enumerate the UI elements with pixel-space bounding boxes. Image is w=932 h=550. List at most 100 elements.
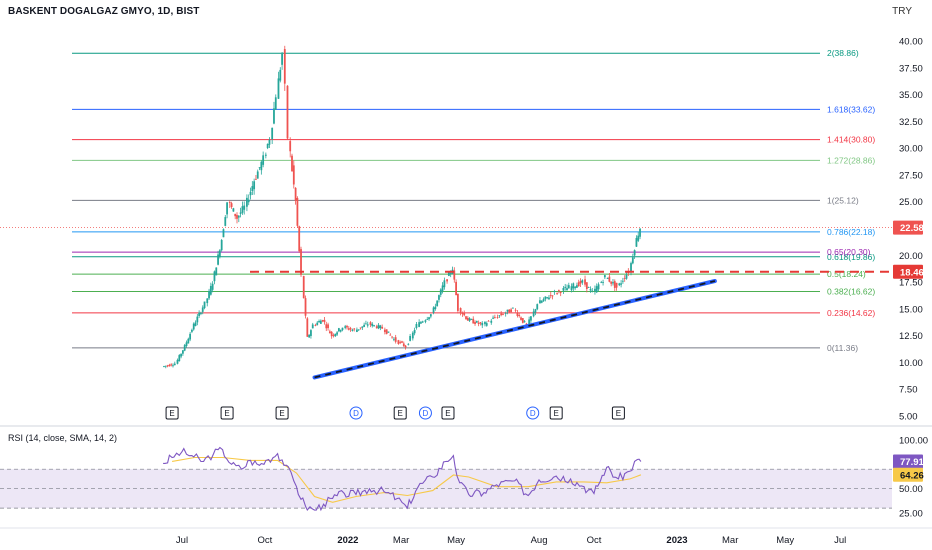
candle-body [397, 340, 400, 344]
candle-body [222, 229, 225, 238]
candle-body [271, 127, 274, 140]
candle-body [447, 272, 450, 276]
candle-body [381, 326, 384, 329]
candle-body [402, 343, 405, 347]
candle-body [551, 295, 554, 297]
candle-body [192, 323, 195, 330]
candle-body [332, 335, 335, 337]
candle-body [631, 257, 634, 264]
candle-body [562, 288, 565, 291]
candle-body [496, 317, 499, 318]
candle-body [603, 275, 606, 278]
candle-body [218, 250, 221, 257]
candle-body [577, 282, 580, 287]
candle-body [310, 330, 312, 336]
candle-body [194, 322, 197, 326]
candle-body [549, 295, 552, 296]
candle-body [542, 299, 545, 302]
candle-body [365, 323, 367, 325]
candle-body [520, 317, 522, 320]
price-tick-label: 10.00 [899, 358, 923, 369]
candle-body [224, 217, 227, 226]
currency-label: TRY [892, 6, 912, 17]
candle-body [166, 365, 169, 367]
candle-body [468, 318, 471, 321]
candle-body [306, 318, 309, 337]
price-tick-label: 5.00 [899, 412, 918, 423]
candle-body [173, 363, 176, 366]
candle-body [576, 285, 578, 288]
fib-level-label: 0.382(16.62) [827, 287, 875, 297]
candle-body [286, 85, 289, 139]
candle-body [455, 281, 457, 296]
candle-body [428, 317, 430, 320]
fib-level-label: 0.65(20.30) [827, 247, 871, 257]
candle-body [203, 301, 206, 309]
candle-body [399, 342, 402, 343]
candle-body [530, 316, 532, 321]
candle-body [182, 350, 184, 354]
candle-body [353, 328, 356, 330]
candle-body [230, 203, 233, 208]
last-price-label: 22.58 [900, 223, 924, 234]
candle-body [615, 282, 618, 288]
rsi-tick-label: 25.00 [899, 509, 923, 520]
candle-body [510, 309, 512, 312]
candle-body [516, 312, 519, 316]
candle-body [556, 293, 558, 294]
candle-body [344, 326, 347, 328]
dividend-marker-label: D [423, 409, 429, 418]
candle-body [625, 274, 628, 279]
candle-body [178, 355, 181, 362]
candle-body [198, 312, 201, 316]
candle-body [391, 336, 393, 338]
candle-body [379, 325, 382, 329]
candle-body [424, 320, 427, 322]
candle-body [208, 290, 210, 299]
candle-body [525, 323, 528, 325]
time-tick-label: Jul [834, 535, 846, 546]
dividend-marker [526, 406, 540, 420]
rsi-title: RSI (14, close, SMA, 14, 2) [8, 433, 118, 443]
earnings-marker [220, 406, 234, 420]
candle-body [622, 280, 624, 282]
candles [163, 45, 641, 369]
candle-body [566, 288, 568, 291]
candle-body [434, 306, 437, 310]
candle-body [337, 328, 340, 332]
last-price-tag [893, 220, 923, 235]
candle-body [436, 300, 439, 307]
candle-body [438, 295, 440, 300]
candle-body [584, 279, 586, 285]
candle-body [308, 334, 311, 338]
candle-body [363, 324, 366, 327]
candle-body [246, 197, 248, 207]
candle-body [602, 281, 604, 283]
candle-body [429, 314, 432, 317]
time-tick-label: May [447, 535, 465, 546]
candle-body [453, 270, 456, 280]
candle-body [291, 155, 293, 172]
time-tick-label: 2023 [666, 535, 687, 546]
candle-body [176, 359, 179, 364]
candle-body [341, 327, 344, 331]
candle-body [630, 263, 632, 272]
candle-body [234, 213, 237, 217]
candle-body [567, 285, 570, 289]
candle-body [339, 329, 342, 332]
candle-body [273, 108, 275, 124]
candle-body [487, 320, 490, 322]
candle-body [249, 191, 252, 196]
candle-body [319, 320, 322, 324]
fib-level-label: 0.5(18.24) [827, 269, 866, 279]
candle-body [334, 333, 337, 337]
candle-body [357, 329, 360, 331]
candle-body [463, 312, 466, 316]
candle-body [574, 286, 577, 289]
candle-body [610, 281, 613, 284]
candle-body [383, 329, 386, 333]
candle-body [401, 341, 403, 343]
candle-body [239, 212, 242, 214]
candle-body [493, 317, 496, 318]
